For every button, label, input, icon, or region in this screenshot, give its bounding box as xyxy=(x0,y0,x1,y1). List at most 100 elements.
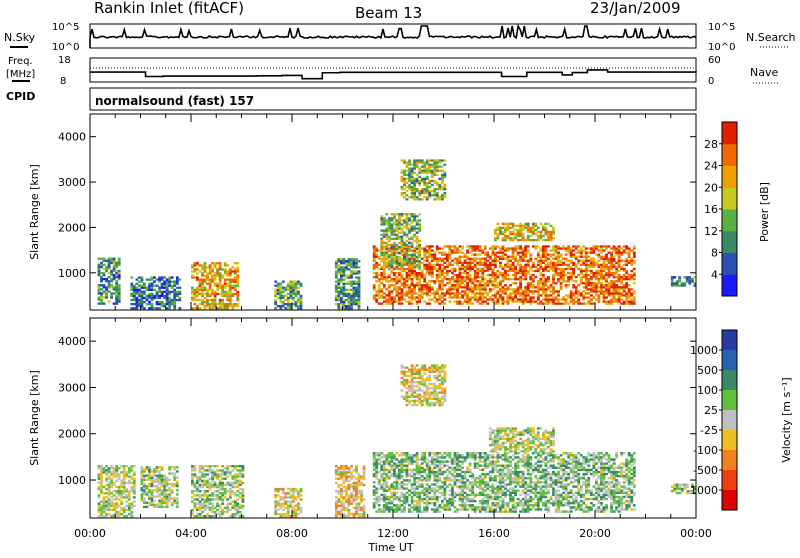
power-cell xyxy=(562,258,565,260)
velocity-cell xyxy=(277,513,280,515)
power-cell xyxy=(542,256,545,258)
velocity-cell xyxy=(393,467,396,469)
power-cell xyxy=(411,178,414,180)
power-cell xyxy=(401,242,404,244)
power-cell xyxy=(413,213,416,215)
power-cell xyxy=(300,285,303,287)
power-cell xyxy=(582,264,585,266)
power-cell xyxy=(451,296,454,298)
power-cell xyxy=(231,281,234,283)
power-cell xyxy=(433,180,436,182)
power-cell xyxy=(489,282,492,284)
power-cell xyxy=(479,264,482,266)
power-cell xyxy=(385,262,388,264)
power-cell xyxy=(456,301,459,303)
velocity-cell xyxy=(350,503,353,505)
power-cell xyxy=(431,166,434,168)
power-cell xyxy=(474,284,477,286)
power-cell xyxy=(585,254,588,256)
power-cell xyxy=(625,278,628,280)
power-cell xyxy=(585,262,588,264)
power-cell xyxy=(173,307,176,309)
power-cell xyxy=(406,260,409,262)
power-cell xyxy=(575,258,578,260)
power-cell xyxy=(398,260,401,262)
velocity-cell xyxy=(373,465,376,467)
power-cell xyxy=(446,290,449,292)
power-cell xyxy=(459,258,462,260)
power-cell xyxy=(542,290,545,292)
power-cell xyxy=(449,296,452,298)
velocity-cell xyxy=(163,500,166,502)
power-cell xyxy=(345,283,348,285)
power-cell xyxy=(133,285,136,287)
power-cell xyxy=(476,262,479,264)
power-cell xyxy=(628,256,631,258)
power-cell xyxy=(545,280,548,282)
power-cell xyxy=(517,235,520,237)
power-cell xyxy=(444,284,447,286)
power-cell xyxy=(406,290,409,292)
power-cell xyxy=(335,289,338,291)
power-cell xyxy=(206,289,209,291)
velocity-cell xyxy=(163,489,166,491)
power-cell xyxy=(507,223,510,225)
velocity-cell xyxy=(141,466,144,468)
power-cell xyxy=(393,217,396,219)
power-cell xyxy=(436,188,439,190)
velocity-cell xyxy=(295,509,298,511)
power-cell xyxy=(348,303,351,305)
power-cell xyxy=(398,303,401,305)
power-cell xyxy=(504,235,507,237)
power-cell xyxy=(416,252,419,254)
power-cell xyxy=(466,266,469,268)
power-cell xyxy=(433,172,436,174)
power-cell xyxy=(98,296,101,298)
power-cell xyxy=(522,290,525,292)
power-cell xyxy=(426,266,429,268)
power-cell xyxy=(615,290,618,292)
power-cell xyxy=(383,260,386,262)
power-cell xyxy=(428,190,431,192)
power-cell xyxy=(423,252,426,254)
power-cell xyxy=(623,286,626,288)
power-cell xyxy=(509,284,512,286)
power-cell xyxy=(393,274,396,276)
power-cell xyxy=(517,233,520,235)
power-cell xyxy=(497,301,500,303)
power-cell xyxy=(373,260,376,262)
velocity-cell xyxy=(209,494,212,496)
power-cell xyxy=(529,296,532,298)
power-cell xyxy=(529,260,532,262)
power-cell xyxy=(502,231,505,233)
power-cell xyxy=(552,258,555,260)
power-cell xyxy=(628,249,631,251)
power-cell xyxy=(418,246,421,248)
power-cell xyxy=(623,303,626,305)
power-cell xyxy=(274,289,277,291)
power-cell xyxy=(474,288,477,290)
power-cell xyxy=(580,292,583,294)
power-cell xyxy=(403,178,406,180)
power-cell xyxy=(474,266,477,268)
power-cell xyxy=(582,286,585,288)
power-cell xyxy=(625,276,628,278)
power-cell xyxy=(398,301,401,303)
velocity-cell xyxy=(120,482,123,484)
power-cell xyxy=(388,292,391,294)
power-cell xyxy=(279,295,282,297)
velocity-cell xyxy=(120,490,123,492)
power-cell xyxy=(337,299,340,301)
power-cell xyxy=(600,249,603,251)
power-cell xyxy=(512,274,515,276)
power-cell xyxy=(512,290,515,292)
power-cell xyxy=(194,295,197,297)
power-cell xyxy=(418,274,421,276)
power-cell xyxy=(401,270,404,272)
power-cell xyxy=(464,284,467,286)
power-cell xyxy=(100,262,103,264)
power-cell xyxy=(509,296,512,298)
power-cell xyxy=(274,307,277,309)
velocity-cell xyxy=(360,492,363,494)
power-cell xyxy=(494,237,497,239)
